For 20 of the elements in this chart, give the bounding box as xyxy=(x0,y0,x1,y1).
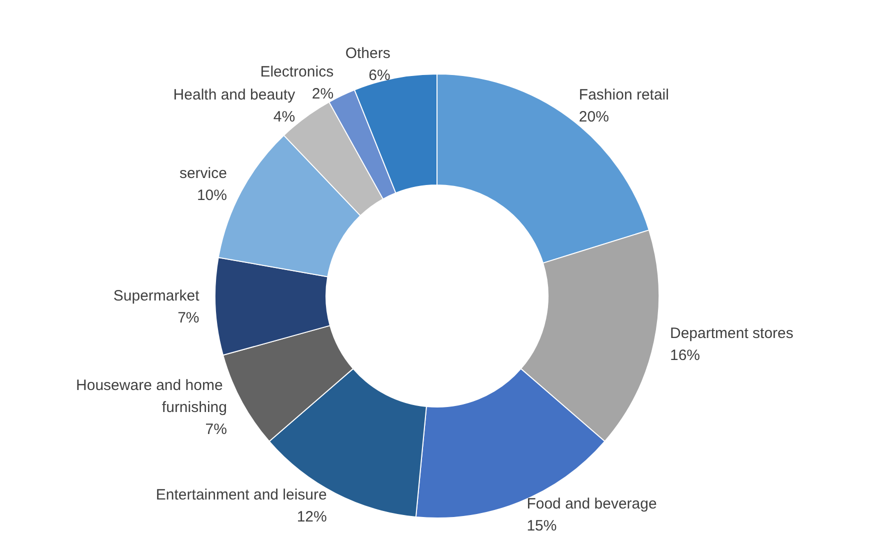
slice-label: Food and beverage xyxy=(526,496,657,513)
slice-label: service xyxy=(179,165,227,182)
slice-label: Fashion retail xyxy=(578,86,669,104)
slice-label: Electronics xyxy=(260,63,334,80)
data-label: 4% xyxy=(273,108,296,126)
slice-label: Houseware and home furnishing xyxy=(76,376,227,416)
data-label: 16% xyxy=(670,346,700,364)
slice-label: Health and beauty xyxy=(173,86,296,104)
slice-label: Department stores xyxy=(670,324,794,342)
data-label: 6% xyxy=(368,66,390,84)
data-label: 12% xyxy=(296,508,327,526)
data-label: 15% xyxy=(526,518,557,535)
slice-label: Entertainment and leisure xyxy=(156,486,327,504)
data-label: 2% xyxy=(312,85,334,102)
slice-label: Others xyxy=(345,44,390,62)
data-label: 20% xyxy=(578,108,609,126)
data-label: 10% xyxy=(196,187,227,204)
data-label: 7% xyxy=(205,420,227,438)
data-label: 7% xyxy=(178,310,200,327)
slice-label: Supermarket xyxy=(113,288,200,305)
